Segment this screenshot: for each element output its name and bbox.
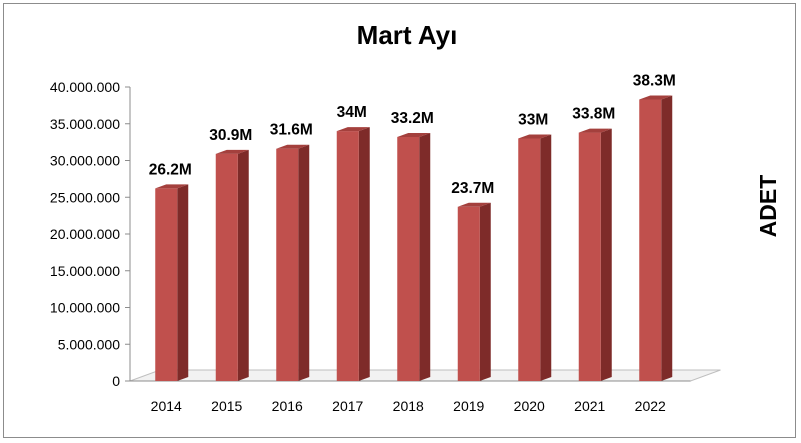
bar-side-face xyxy=(540,134,552,381)
bar-2020 xyxy=(518,134,552,381)
bar-front-face xyxy=(336,131,359,381)
y-tick-label: 10.000.000 xyxy=(50,300,120,316)
x-tick-label: 2020 xyxy=(514,398,545,414)
bar-front-face xyxy=(215,153,238,381)
bar-side-face xyxy=(358,127,370,381)
data-label: 33.2M xyxy=(391,110,434,127)
x-tick-label: 2022 xyxy=(635,398,666,414)
bar-side-face xyxy=(298,144,310,381)
x-tick-label: 2014 xyxy=(151,398,182,414)
bar-side-face xyxy=(177,184,189,381)
bar-chart: Mart Ayı ADET 0 5.000.000 10.000.000 15.000… xyxy=(50,20,781,414)
bar-front-face xyxy=(578,132,601,381)
y-tick-label: 20.000.000 xyxy=(50,226,120,242)
y-tick-label: 35.000.000 xyxy=(50,116,120,132)
bar-front-face xyxy=(639,99,662,382)
data-label: 31.6M xyxy=(270,122,313,139)
bar-front-face xyxy=(397,136,420,381)
bar-front-face xyxy=(518,138,541,381)
chart-title: Mart Ayı xyxy=(357,20,458,50)
bar-front-face xyxy=(457,206,480,381)
bar-2016 xyxy=(276,144,310,381)
bar-top-face xyxy=(518,134,552,139)
data-label: 38.3M xyxy=(633,72,676,89)
y-tick-label: 15.000.000 xyxy=(50,263,120,279)
x-tick-label: 2021 xyxy=(574,398,605,414)
chart-frame: Mart Ayı ADET 0 5.000.000 10.000.000 15.000… xyxy=(3,3,796,438)
bar-top-face xyxy=(397,132,431,137)
data-label: 33.8M xyxy=(572,106,615,123)
y-tick-label: 40.000.000 xyxy=(50,79,120,95)
bar-front-face xyxy=(155,188,178,381)
bar-2022 xyxy=(639,95,673,382)
bar-2018 xyxy=(397,132,431,381)
bar-top-face xyxy=(155,184,189,189)
y-axis-label: ADET xyxy=(755,175,781,238)
y-tick-label: 0 xyxy=(112,373,120,389)
bar-side-face xyxy=(419,132,431,381)
data-label: 33M xyxy=(518,111,548,128)
bar-2019 xyxy=(457,202,491,381)
x-tick-label: 2017 xyxy=(332,398,363,414)
bar-2014 xyxy=(155,184,189,381)
x-tick-label: 2019 xyxy=(453,398,484,414)
bar-top-face xyxy=(457,202,491,207)
y-tick-label: 25.000.000 xyxy=(50,189,120,205)
x-tick-label: 2018 xyxy=(393,398,424,414)
data-label: 30.9M xyxy=(209,127,252,144)
bar-top-face xyxy=(578,128,612,133)
data-label: 23.7M xyxy=(451,180,494,197)
bar-2021 xyxy=(578,128,612,381)
bar-2015 xyxy=(215,149,249,381)
bar-top-face xyxy=(639,95,673,100)
bar-top-face xyxy=(215,149,249,154)
bar-side-face xyxy=(600,128,612,381)
bar-top-face xyxy=(336,127,370,132)
bar-top-face xyxy=(276,144,310,149)
bar-side-face xyxy=(661,95,673,382)
y-tick-label: 30.000.000 xyxy=(50,153,120,169)
bar-side-face xyxy=(479,202,491,381)
bar-front-face xyxy=(276,148,299,381)
x-tick-label: 2015 xyxy=(211,398,242,414)
y-tick-label: 5.000.000 xyxy=(58,336,120,352)
bar-side-face xyxy=(237,149,249,381)
x-tick-label: 2016 xyxy=(272,398,303,414)
data-label: 26.2M xyxy=(149,161,192,178)
data-label: 34M xyxy=(337,104,367,121)
bar-2017 xyxy=(336,127,370,381)
